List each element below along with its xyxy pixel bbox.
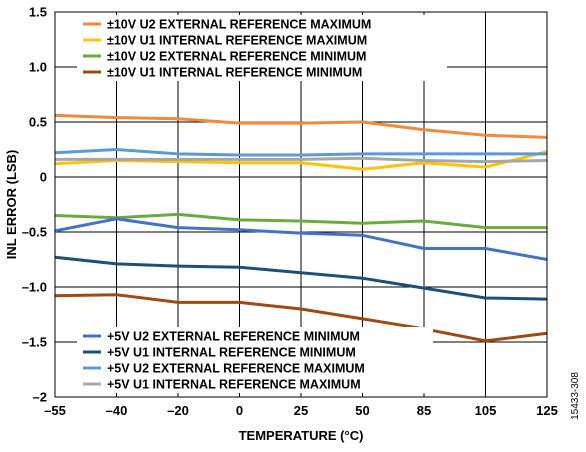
legend-label: ±10V U1 INTERNAL REFERENCE MAXIMUM — [107, 34, 367, 48]
series-line-6 — [54, 255, 548, 301]
legend-box-2 — [77, 327, 433, 393]
legend-box-1 — [77, 15, 447, 81]
y-tick-label: –1.5 — [22, 335, 47, 350]
x-tick-label: 25 — [294, 403, 308, 418]
legend-layer: ±10V U2 EXTERNAL REFERENCE MAXIMUM ±10V U… — [77, 15, 447, 393]
y-tick-label: –0.5 — [22, 225, 47, 240]
x-tick-label: 0 — [236, 403, 243, 418]
plot-frame — [54, 11, 548, 398]
y-tick-label: 0.5 — [29, 115, 47, 130]
x-tick-labels: –55 –40 –20 0 25 50 85 105 125 — [44, 403, 558, 418]
x-tick-label: 85 — [417, 403, 431, 418]
series-line-3 — [54, 212, 547, 230]
y-tick-label: –1.0 — [22, 280, 47, 295]
y-tick-label: 0 — [40, 170, 47, 185]
series-layer — [54, 113, 548, 343]
legend-label: +5V U2 EXTERNAL REFERENCE MAXIMUM — [107, 362, 365, 376]
y-tick-labels: 1.5 1.0 0.5 0 –0.5 –1.0 –1.5 –2 — [22, 5, 47, 405]
legend-label: +5V U2 EXTERNAL REFERENCE MINIMUM — [107, 330, 360, 344]
x-tick-label: –55 — [44, 403, 66, 418]
series-line-7 — [54, 148, 547, 157]
legend-label: ±10V U1 INTERNAL REFERENCE MINIMUM — [107, 66, 362, 80]
legend-label: ±10V U2 EXTERNAL REFERENCE MINIMUM — [107, 50, 366, 64]
x-tick-label: 105 — [475, 403, 497, 418]
series-line-5 — [54, 217, 548, 261]
legend-label: ±10V U2 EXTERNAL REFERENCE MAXIMUM — [107, 18, 371, 32]
series-line-8 — [55, 156, 548, 164]
x-tick-label: –20 — [167, 403, 189, 418]
legend-label: +5V U1 INTERNAL REFERENCE MAXIMUM — [107, 378, 361, 392]
x-tick-label: –40 — [106, 403, 128, 418]
x-tick-label: 50 — [355, 403, 369, 418]
x-tick-label: 125 — [536, 403, 558, 418]
legend-label: +5V U1 INTERNAL REFERENCE MINIMUM — [107, 346, 356, 360]
x-axis-title: TEMPERATURE (°C) — [239, 428, 364, 443]
y-tick-label: 1.5 — [29, 5, 47, 20]
y-tick-label: 1.0 — [29, 60, 47, 75]
y-axis-title: INL ERROR (LSB) — [4, 150, 19, 260]
figure-id: 15433-308 — [570, 372, 581, 420]
series-line-1 — [54, 113, 548, 139]
y-tick-label: –2 — [33, 390, 47, 405]
series-line-4 — [54, 293, 548, 343]
